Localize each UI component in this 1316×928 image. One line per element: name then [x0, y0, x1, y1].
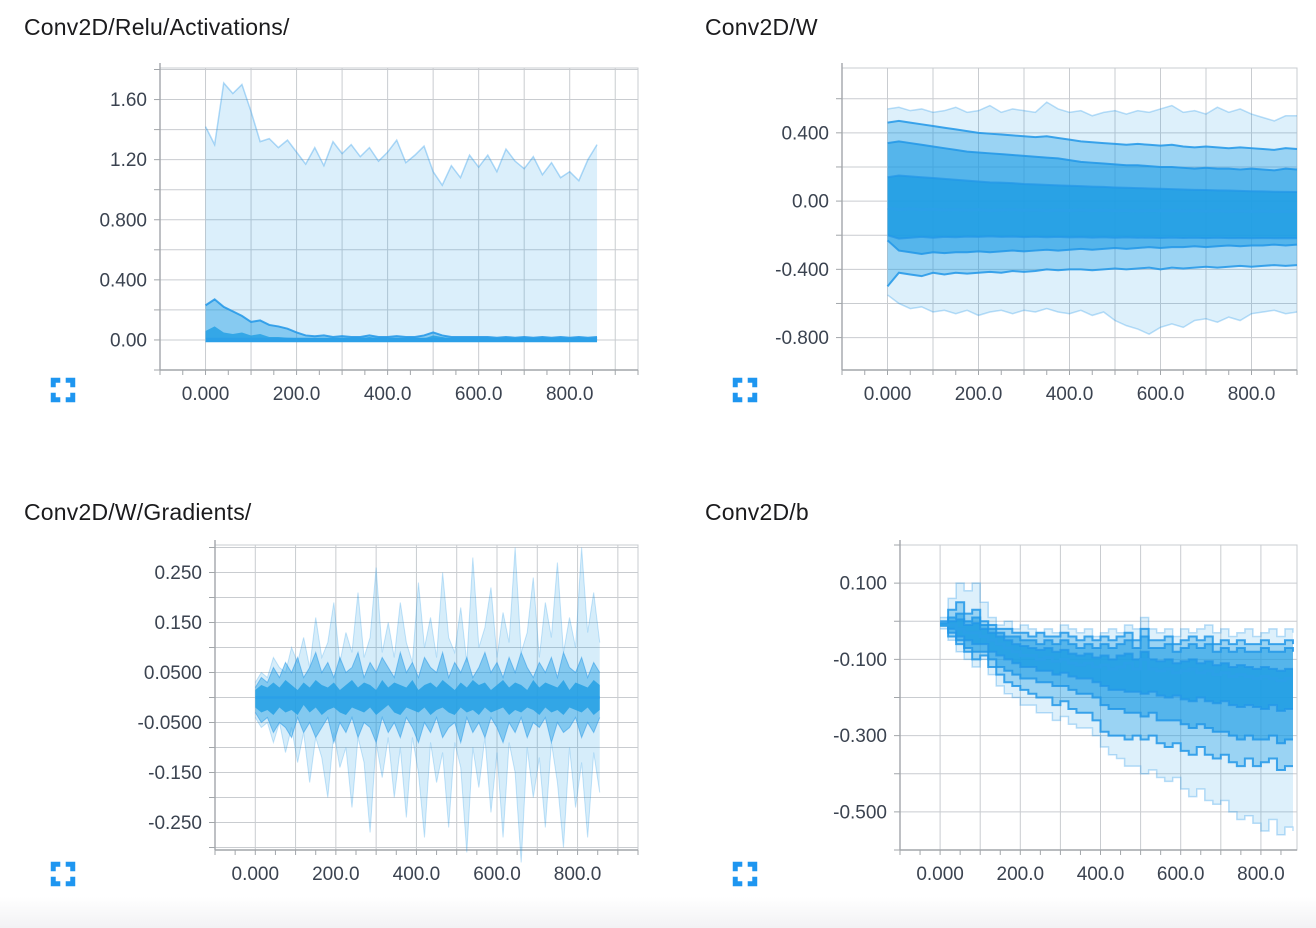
percentile-line [940, 624, 1293, 712]
percentile-band-p31-p69 [887, 175, 1297, 239]
y-axis-tick-label: 0.400 [99, 270, 147, 291]
x-axis-tick-label: 200.0 [997, 864, 1045, 885]
median-line [887, 206, 1297, 213]
percentile-line [886, 264, 1298, 288]
x-axis-tick-label: 600.0 [1157, 864, 1205, 885]
x-axis-tick-label: 600.0 [455, 384, 503, 405]
x-axis-tick-label: 600.0 [1137, 384, 1185, 405]
percentile-band-min-max [205, 83, 598, 340]
percentile-line [254, 717, 601, 863]
percentile-line [887, 119, 1298, 151]
footer-strip [0, 897, 1316, 928]
x-axis-tick-label: 0.000 [182, 384, 230, 405]
x-axis-tick-label: 800.0 [1228, 384, 1276, 405]
x-axis-tick-label: 0.000 [864, 384, 912, 405]
percentile-line [254, 712, 601, 745]
y-axis-tick-label: 0.00 [110, 330, 147, 351]
x-axis-tick-label: 600.0 [473, 864, 521, 885]
y-axis-tick-label: -0.0500 [138, 713, 202, 734]
y-axis-tick-label: -0.300 [833, 726, 887, 747]
percentile-line [886, 239, 1298, 255]
y-axis-tick-label: -0.500 [833, 802, 887, 823]
x-axis-tick-label: 800.0 [1237, 864, 1285, 885]
x-axis-tick-label: 400.0 [393, 864, 441, 885]
percentile-line [940, 628, 1294, 836]
chart-title-w-gradients: Conv2D/W/Gradients/ [24, 499, 252, 525]
percentile-line [887, 140, 1298, 172]
percentile-line [887, 101, 1297, 122]
distribution-chart-w[interactable]: 0.000 200.0 400.0 600.0 800.0 0.400 0.00 -0.400… [692, 48, 1316, 428]
chart-title-b: Conv2D/b [705, 499, 809, 525]
x-axis-tick-label: 400.0 [1077, 864, 1125, 885]
percentile-line [887, 174, 1298, 194]
y-axis-tick-label: 0.100 [839, 574, 887, 595]
expand-icon[interactable] [50, 377, 76, 403]
x-axis-tick-label: 400.0 [1046, 384, 1094, 405]
y-axis-tick-label: -0.150 [148, 763, 202, 784]
y-axis-tick-label: 1.20 [110, 150, 147, 171]
percentile-line [940, 624, 1293, 771]
expand-icon[interactable] [50, 861, 76, 887]
percentile-line [887, 234, 1298, 240]
x-axis-tick-label: 0.000 [232, 864, 280, 885]
percentile-line [254, 650, 601, 688]
distribution-chart-w-gradients[interactable]: 0.000 200.0 400.0 600.0 800.0 0.250 0.150 0.050… [65, 525, 678, 908]
x-axis-tick-label: 800.0 [554, 864, 602, 885]
y-axis-tick-label: -0.400 [775, 260, 829, 281]
x-axis-tick-label: 200.0 [273, 384, 321, 405]
x-axis-tick-label: 800.0 [546, 384, 594, 405]
percentile-band-p31-p69 [940, 619, 1293, 711]
percentile-line [204, 81, 598, 187]
distribution-chart-activations[interactable]: 0.000 200.0 400.0 600.0 800.0 1.60 1.20 0.800 0.… [10, 48, 678, 428]
percentile-line [887, 294, 1298, 336]
y-axis-tick-label: 0.00 [792, 192, 829, 213]
chart-title-w: Conv2D/W [705, 14, 818, 40]
x-axis-tick-label: 200.0 [955, 384, 1003, 405]
percentile-line [204, 298, 598, 339]
y-axis-tick-label: 0.800 [99, 210, 147, 231]
y-axis-tick-label: 0.0500 [144, 663, 202, 684]
expand-icon[interactable] [732, 377, 758, 403]
expand-icon[interactable] [732, 861, 758, 887]
percentile-line [940, 582, 1294, 638]
percentile-line [940, 618, 1293, 672]
x-axis-tick-label: 200.0 [312, 864, 360, 885]
y-axis-tick-label: 0.400 [781, 123, 829, 144]
y-axis-tick-label: -0.250 [148, 813, 202, 834]
percentile-line [940, 624, 1293, 745]
x-axis-tick-label: 400.0 [364, 384, 412, 405]
chart-title-activations: Conv2D/Relu/Activations/ [24, 14, 290, 40]
x-axis-tick-label: 0.000 [916, 864, 964, 885]
percentile-line [254, 547, 601, 683]
distribution-chart-b[interactable]: 0.000 200.0 400.0 600.0 800.0 0.100 -0.100 -0.3… [750, 525, 1316, 908]
median-line [940, 623, 1293, 682]
y-axis-tick-label: 0.150 [154, 613, 202, 634]
y-axis-tick-label: 0.250 [154, 563, 202, 584]
y-axis-tick-label: -0.100 [833, 650, 887, 671]
percentile-line [940, 601, 1294, 646]
y-axis-tick-label: -0.800 [775, 328, 829, 349]
y-axis-tick-label: 1.60 [110, 90, 147, 111]
